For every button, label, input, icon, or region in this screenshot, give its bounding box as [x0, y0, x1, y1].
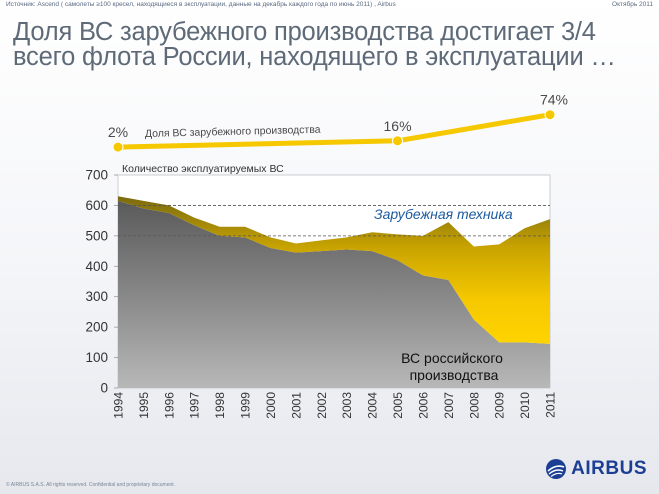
x-tick-label: 2004 — [366, 392, 380, 419]
share-point — [544, 109, 556, 121]
area-chart-title: Количество эксплуатируемых ВС — [122, 163, 284, 175]
x-tick-label: 1995 — [137, 392, 151, 419]
x-tick-label: 2007 — [442, 392, 456, 419]
title-line-1: Доля ВС зарубежного производства достига… — [13, 18, 596, 46]
area-foreign — [118, 196, 550, 344]
y-tick-label: 500 — [85, 228, 108, 243]
x-tick-label: 2000 — [264, 392, 278, 419]
title-line-2: всего флота России, находящего в эксплуа… — [13, 43, 616, 71]
foreign-series-label: Зарубежная техника — [374, 206, 513, 222]
x-tick-label: 2001 — [289, 392, 303, 419]
y-tick-label: 200 — [85, 320, 108, 335]
x-tick-label: 2002 — [315, 392, 329, 419]
x-tick-label: 2008 — [467, 392, 481, 419]
x-tick-label: 2005 — [391, 392, 405, 419]
y-tick-label: 400 — [85, 259, 108, 274]
x-tick-label: 2010 — [518, 392, 532, 419]
share-data-label: 2% — [108, 124, 128, 140]
y-tick-label: 100 — [85, 350, 108, 365]
source-note: Источник: Ascend ( самолеты ≥100 кресел,… — [6, 1, 396, 8]
x-tick-label: 1996 — [162, 392, 176, 419]
x-tick-label: 2011 — [544, 392, 558, 418]
y-tick-label: 0 — [100, 381, 108, 396]
copyright-note: © AIRBUS S.A.S. All rights reserved. Con… — [6, 482, 176, 488]
airbus-logo-text: AIRBUS — [571, 458, 647, 479]
date-label: Октябрь 2011 — [612, 1, 653, 8]
y-tick-label: 600 — [85, 198, 108, 213]
x-tick-label: 1997 — [188, 392, 202, 419]
area-russian — [118, 200, 550, 388]
y-tick-label: 700 — [85, 168, 108, 183]
share-point — [392, 135, 404, 147]
russian-series-label: ВС российского производства — [401, 350, 507, 383]
x-tick-label: 1999 — [239, 392, 253, 419]
y-tick-label: 300 — [85, 289, 108, 304]
page-title: Доля ВС зарубежного производства достига… — [13, 18, 653, 71]
share-data-label: 16% — [384, 118, 412, 134]
x-tick-label: 1994 — [112, 392, 126, 419]
x-tick-label: 1998 — [213, 392, 227, 419]
share-data-label: 74% — [540, 92, 568, 108]
airbus-logo: AIRBUS — [545, 458, 647, 480]
x-tick-label: 2006 — [416, 392, 430, 419]
share-series-label: Доля ВС зарубежного производства — [145, 124, 321, 140]
airbus-globe-icon — [546, 459, 567, 479]
share-point — [112, 141, 124, 153]
x-tick-label: 2003 — [340, 392, 354, 419]
x-tick-label: 2009 — [493, 392, 507, 419]
